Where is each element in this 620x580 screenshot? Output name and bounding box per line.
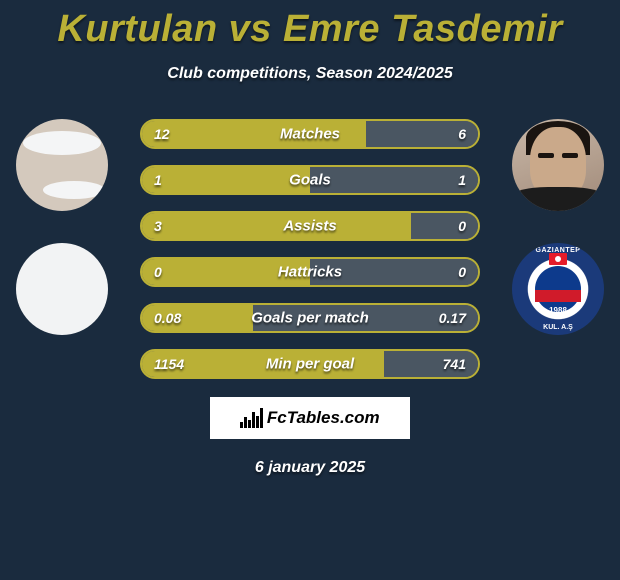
date-text: 6 january 2025 <box>0 459 620 477</box>
brand-box: FcTables.com <box>210 397 410 439</box>
turkey-flag-icon <box>549 253 567 265</box>
stat-row: Matches 12 6 <box>140 119 480 149</box>
club-right-year: 1988 <box>512 306 604 315</box>
stat-bars-container: Matches 12 6 Goals 1 1 Assists 3 0 Hattricks 0 0 Goa… <box>140 119 480 379</box>
stat-label: Hattricks <box>278 264 342 281</box>
stat-value-left: 1 <box>154 172 162 188</box>
stat-row: Goals per match 0.08 0.17 <box>140 303 480 333</box>
stat-value-right: 0.17 <box>439 310 466 326</box>
stat-bar-right <box>310 167 478 193</box>
stat-row: Goals 1 1 <box>140 165 480 195</box>
player-right-club-badge: GAZIANTEP 1988 KUL. A.Ş <box>512 243 604 335</box>
player-left-column <box>12 119 112 335</box>
player-right-column: GAZIANTEP 1988 KUL. A.Ş <box>508 119 608 335</box>
stat-label: Matches <box>280 126 340 143</box>
stat-label: Goals per match <box>251 310 369 327</box>
stat-label: Assists <box>283 218 336 235</box>
comparison-area: GAZIANTEP 1988 KUL. A.Ş Matches 12 6 Goals 1… <box>0 119 620 379</box>
club-right-bottom-text: KUL. A.Ş <box>512 324 604 331</box>
stat-value-right: 6 <box>458 126 466 142</box>
stat-value-left: 12 <box>154 126 170 142</box>
stat-label: Min per goal <box>266 356 354 373</box>
stat-value-right: 1 <box>458 172 466 188</box>
stat-value-right: 0 <box>458 264 466 280</box>
page-title: Kurtulan vs Emre Tasdemir <box>0 0 620 51</box>
player-left-avatar <box>16 119 108 211</box>
player-right-avatar <box>512 119 604 211</box>
stat-bar-right <box>411 213 478 239</box>
brand-bars-icon <box>240 408 263 428</box>
stat-row: Min per goal 1154 741 <box>140 349 480 379</box>
stat-bar-left <box>142 213 411 239</box>
player-left-club-badge <box>16 243 108 335</box>
stat-value-left: 0.08 <box>154 310 181 326</box>
stat-bar-left <box>142 167 310 193</box>
stat-value-left: 0 <box>154 264 162 280</box>
stat-label: Goals <box>289 172 331 189</box>
stat-value-left: 1154 <box>154 356 184 372</box>
stat-value-right: 0 <box>458 218 466 234</box>
stat-value-right: 741 <box>443 356 466 372</box>
subtitle: Club competitions, Season 2024/2025 <box>0 65 620 83</box>
stat-row: Assists 3 0 <box>140 211 480 241</box>
brand-text: FcTables.com <box>267 408 380 428</box>
stat-row: Hattricks 0 0 <box>140 257 480 287</box>
stat-value-left: 3 <box>154 218 162 234</box>
